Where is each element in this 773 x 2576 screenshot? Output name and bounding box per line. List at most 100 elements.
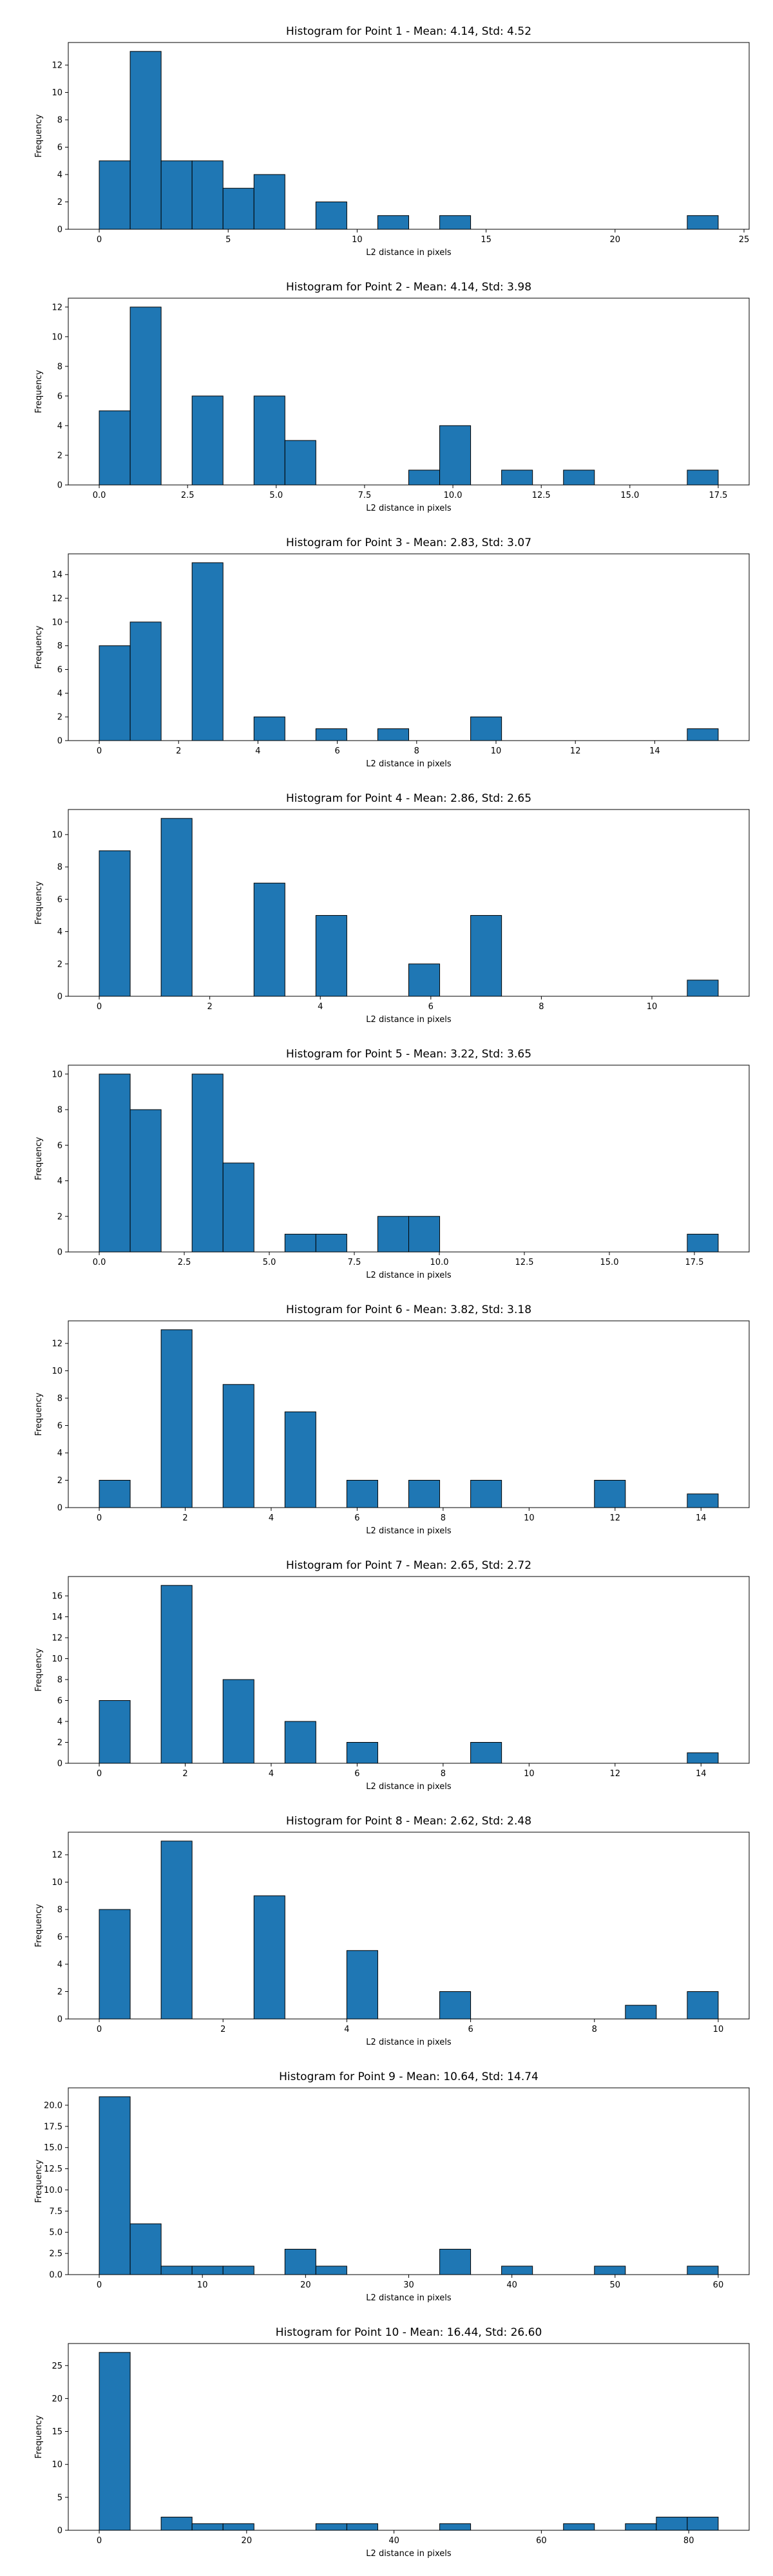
x-tick-label: 0.0 [93, 491, 106, 500]
histogram-bar [222, 2266, 254, 2275]
plot-frame [68, 1320, 750, 1508]
x-tick-label: 20 [242, 2536, 253, 2546]
y-tick-label: 8 [57, 116, 62, 126]
x-tick-label: 12.5 [515, 1258, 534, 1267]
x-tick-label: 0 [97, 746, 102, 756]
y-tick-label: 2 [57, 198, 62, 207]
histogram-bar [408, 1216, 441, 1253]
y-tick-label: 0 [57, 1248, 62, 1258]
histogram-bar [408, 1480, 441, 1508]
histogram-bar [315, 2266, 347, 2275]
histogram-bar [160, 1841, 193, 2020]
histogram-bar [99, 160, 131, 230]
histogram-bar [284, 2249, 316, 2275]
histogram-bar [470, 1742, 502, 1764]
x-tick-label: 10.0 [444, 491, 463, 500]
x-tick-label: 4 [269, 1513, 274, 1523]
histogram-bar [563, 469, 595, 486]
y-tick-label: 2 [57, 713, 62, 723]
x-axis-label: L2 distance in pixels [366, 2293, 452, 2303]
y-tick-label: 5.0 [49, 2228, 62, 2238]
histogram-bar [222, 2523, 254, 2531]
x-tick-label: 4 [318, 1002, 323, 1012]
x-tick-label: 12 [610, 1769, 621, 1779]
chart-title: Histogram for Point 1 - Mean: 4.14, Std:… [286, 25, 531, 38]
y-tick-label: 2 [57, 1212, 62, 1222]
x-tick-label: 12.5 [532, 491, 551, 500]
x-tick-label: 0 [97, 1002, 102, 1012]
plot-frame [68, 1832, 750, 2020]
x-tick-label: 8 [441, 1513, 446, 1523]
histogram-bar [687, 469, 719, 486]
y-tick-label: 2 [57, 960, 62, 969]
x-tick-label: 0 [97, 2280, 102, 2290]
histogram-bar [99, 1909, 131, 2020]
y-tick-label: 6 [57, 392, 62, 401]
x-tick-label: 0.0 [93, 1258, 106, 1267]
x-tick-label: 2 [182, 1769, 187, 1779]
y-tick-label: 4 [57, 1960, 62, 1970]
histogram-bar [470, 1480, 502, 1508]
y-tick-label: 15.0 [44, 2143, 62, 2153]
histogram-chart-7: Histogram for Point 7 - Mean: 2.65, Std:… [34, 1559, 750, 1792]
histogram-bar [315, 202, 347, 230]
x-tick-label: 14 [696, 1769, 707, 1779]
x-tick-label: 10 [647, 1002, 658, 1012]
histogram-bar [315, 2523, 347, 2531]
y-tick-label: 8 [57, 641, 62, 651]
x-tick-label: 6 [354, 1513, 359, 1523]
x-tick-label: 14 [649, 746, 660, 756]
x-tick-label: 25 [739, 235, 750, 245]
y-tick-label: 8 [57, 362, 62, 372]
y-tick-label: 2.5 [49, 2249, 62, 2259]
y-tick-label: 8 [57, 1106, 62, 1115]
y-tick-label: 17.5 [44, 2122, 62, 2132]
y-tick-label: 12 [52, 1340, 62, 1349]
y-tick-label: 10 [52, 88, 62, 98]
y-tick-label: 12 [52, 594, 62, 604]
histogram-bar [687, 215, 719, 230]
x-tick-label: 20 [300, 2280, 311, 2290]
histogram-bar [625, 2005, 657, 2020]
y-tick-label: 7.5 [49, 2207, 62, 2217]
histogram-bar [222, 1384, 254, 1508]
x-axis-label: L2 distance in pixels [366, 2549, 452, 2559]
histogram-bar [191, 2266, 224, 2275]
histogram-bar [99, 1480, 131, 1508]
histogram-chart-9: Histogram for Point 9 - Mean: 10.64, Std… [34, 2070, 750, 2303]
histogram-bar [439, 425, 472, 486]
histogram-chart-5: Histogram for Point 5 - Mean: 3.22, Std:… [34, 1048, 750, 1280]
histogram-bar [99, 2352, 131, 2531]
histogram-bar [99, 645, 131, 741]
y-tick-label: 10.0 [44, 2186, 62, 2195]
x-tick-label: 40 [388, 2536, 399, 2546]
y-tick-label: 6 [57, 1421, 62, 1431]
y-tick-label: 6 [57, 1141, 62, 1151]
histogram-bar [191, 160, 224, 230]
histogram-bar [346, 1950, 378, 2020]
y-tick-label: 4 [57, 421, 62, 431]
histogram-bar [222, 187, 254, 230]
chart-title: Histogram for Point 8 - Mean: 2.62, Std:… [286, 1815, 531, 1828]
x-tick-label: 5.0 [269, 491, 283, 500]
histogram-bar [315, 728, 347, 741]
y-tick-label: 0 [57, 1504, 62, 1513]
histogram-bar [129, 1109, 162, 1253]
histogram-bar [594, 1480, 626, 1508]
y-tick-label: 0 [57, 2015, 62, 2025]
x-tick-label: 2 [182, 1513, 187, 1523]
histogram-bar [408, 963, 441, 997]
x-tick-label: 6 [354, 1769, 359, 1779]
y-axis-label: Frequency [34, 625, 44, 668]
y-tick-label: 10 [52, 2460, 62, 2470]
plot-frame [68, 42, 750, 230]
histogram-chart-10: Histogram for Point 10 - Mean: 16.44, St… [34, 2326, 750, 2559]
chart-title: Histogram for Point 7 - Mean: 2.65, Std:… [286, 1559, 531, 1572]
y-tick-label: 10 [52, 1367, 62, 1376]
y-tick-label: 4 [57, 689, 62, 699]
x-tick-label: 12 [570, 746, 581, 756]
x-axis-label: L2 distance in pixels [366, 1526, 452, 1536]
histogram-bar [160, 2266, 193, 2275]
y-tick-label: 0 [57, 737, 62, 746]
y-tick-label: 6 [57, 665, 62, 675]
